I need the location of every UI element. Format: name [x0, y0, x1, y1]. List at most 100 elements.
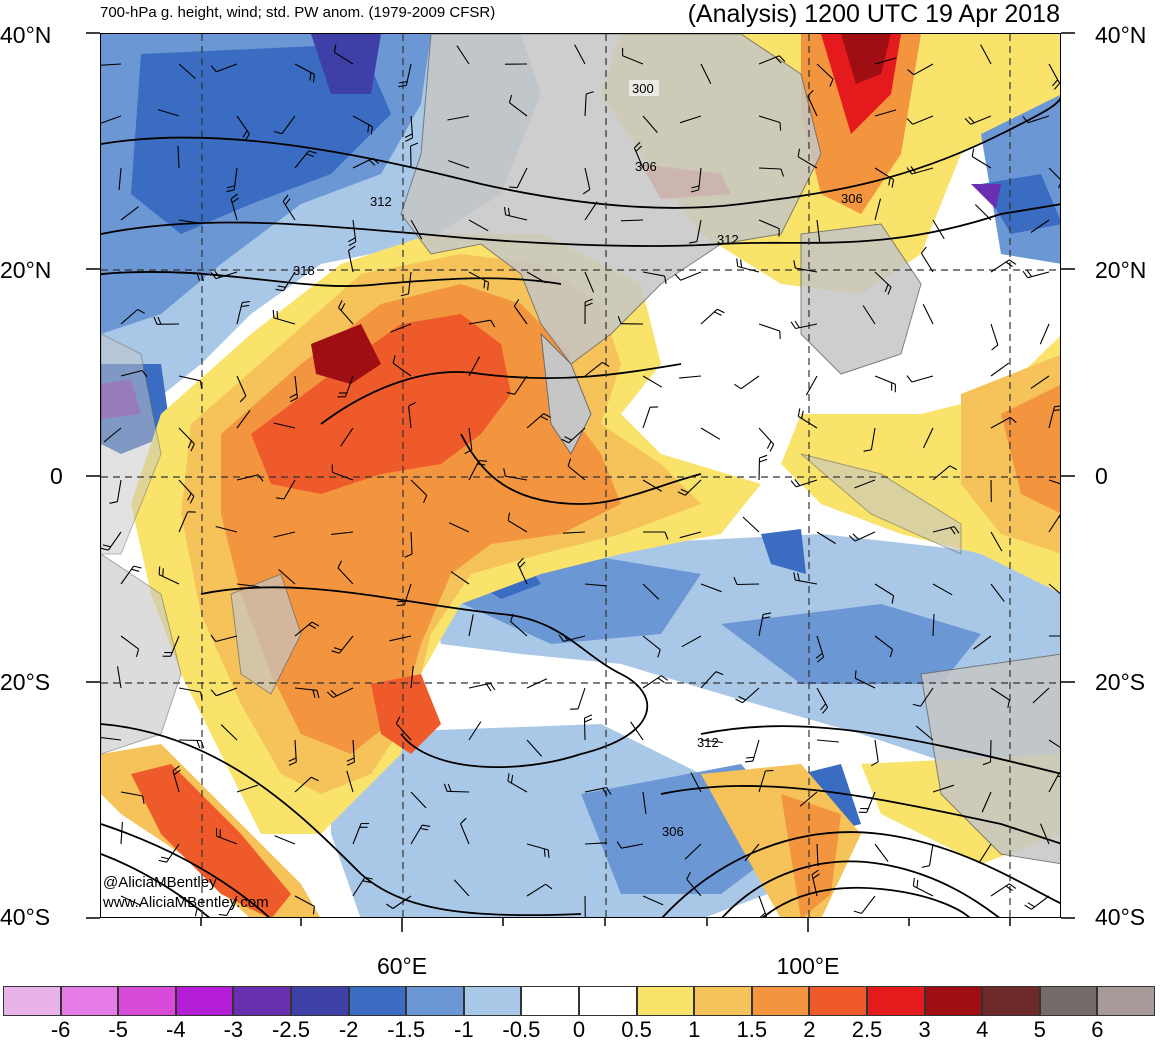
- wind-barb-feather: [736, 258, 739, 267]
- wind-barb: [120, 895, 142, 906]
- wind-barb-feather: [189, 495, 195, 504]
- wind-barb: [505, 475, 528, 481]
- wind-barb-feather: [1005, 261, 1013, 268]
- wind-barb: [700, 583, 722, 593]
- wind-barb-feather: [308, 150, 317, 154]
- wind-barb-feather: [422, 495, 428, 504]
- wind-barb: [236, 409, 251, 429]
- wind-barb-feather: [487, 282, 490, 291]
- wind-barb: [642, 271, 665, 277]
- wind-barb-feather: [740, 259, 743, 268]
- colorbar-box: [982, 986, 1040, 1016]
- wind-barb-feather: [889, 649, 894, 658]
- wind-barb-feather: [657, 649, 661, 658]
- wind-barb-feather: [1026, 269, 1033, 277]
- colorbar-box: [3, 986, 61, 1016]
- lon-label-60e: 60°E: [376, 953, 428, 979]
- wind-barb: [1039, 823, 1050, 845]
- colorbar-box: [348, 986, 407, 1016]
- colorbar-tick-label: 2: [803, 1017, 816, 1042]
- wind-barb: [990, 583, 1005, 602]
- wind-barb-feather: [503, 206, 507, 215]
- wind-barb: [758, 115, 781, 124]
- colorbar-box: [233, 986, 291, 1016]
- wind-barb-feather: [871, 761, 879, 767]
- wind-barb: [103, 427, 122, 443]
- wind-barb-feather: [797, 572, 800, 581]
- colorbar-box: [406, 986, 464, 1016]
- wind-barb-feather: [306, 153, 315, 158]
- wind-barb: [410, 479, 428, 496]
- wind-barb: [118, 167, 122, 190]
- wind-barb: [861, 895, 876, 914]
- wind-barb: [410, 219, 423, 240]
- wind-barb: [120, 309, 138, 325]
- wind-barb: [1048, 479, 1060, 485]
- wind-barb-feather: [405, 137, 413, 142]
- wind-barb-feather: [408, 401, 416, 407]
- wind-barb: [178, 219, 201, 224]
- wind-barb-feather: [688, 241, 698, 244]
- wind-barb: [700, 427, 721, 440]
- wind-barb-feather: [337, 560, 342, 569]
- wind-barb-feather: [490, 319, 496, 328]
- wind-barb: [340, 427, 354, 447]
- wind-barb-feather: [558, 634, 565, 642]
- colorbar-tick-label: -2.5: [272, 1017, 310, 1042]
- wind-barb-feather: [503, 468, 506, 477]
- wind-barb-feather: [686, 872, 691, 880]
- wind-barb-feather: [910, 166, 917, 174]
- wind-barb-feather: [173, 769, 181, 776]
- lat-label-40n-right: 40°N: [1095, 22, 1147, 48]
- wind-barb: [990, 362, 1010, 377]
- wind-barb: [874, 843, 889, 863]
- wind-barb: [389, 635, 412, 642]
- wind-barb: [273, 422, 296, 429]
- wind-barb-feather: [793, 260, 796, 269]
- wind-barb: [526, 271, 547, 284]
- wind-barb-feather: [312, 689, 316, 698]
- colorbar-tick-label: -1.5: [387, 1017, 426, 1042]
- wind-barb: [178, 511, 189, 533]
- wind-barb: [395, 723, 412, 741]
- wind-barb: [932, 583, 953, 596]
- wind-barb-feather: [717, 308, 725, 314]
- wind-barb: [1048, 167, 1060, 180]
- wind-barb: [347, 250, 354, 273]
- wind-barb-feather: [370, 126, 373, 135]
- wind-barb-feather: [852, 533, 859, 540]
- wind-barb-feather: [586, 91, 594, 95]
- wind-barb-feather: [392, 355, 396, 364]
- wind-barb: [274, 835, 296, 845]
- wind-barb-feather: [137, 309, 145, 314]
- wind-barb-feather: [982, 761, 991, 766]
- colorbar-box: [463, 986, 522, 1016]
- wind-barb-feather: [396, 604, 405, 607]
- wind-barb-feather: [348, 241, 357, 247]
- wind-barb: [990, 531, 1003, 552]
- wind-barb-feather: [309, 72, 312, 81]
- wind-barb: [1032, 687, 1050, 704]
- wind-barb: [584, 361, 603, 377]
- wind-barb-feather: [812, 873, 820, 879]
- wind-barb-feather: [584, 714, 593, 719]
- valid-time-title: (Analysis) 1200 UTC 19 Apr 2018: [687, 0, 1060, 28]
- wind-barb-feather: [486, 683, 492, 692]
- wind-barb-feather: [276, 497, 285, 500]
- wind-barb: [620, 219, 644, 222]
- wind-barb-feather: [200, 273, 205, 281]
- wind-barb: [390, 323, 412, 333]
- wind-barb: [407, 271, 412, 294]
- wind-barb: [874, 109, 897, 117]
- wind-barb: [116, 666, 122, 689]
- wind-barb-feather: [664, 275, 667, 285]
- wind-barb: [1030, 375, 1050, 389]
- wind-barb-feather: [964, 118, 971, 125]
- wind-barb-feather: [602, 788, 608, 796]
- wind-barb: [215, 525, 238, 533]
- wind-barb: [642, 407, 651, 429]
- wind-barb-feather: [801, 410, 804, 419]
- wind-barb-feather: [133, 565, 142, 569]
- wind-barb: [509, 102, 528, 117]
- wind-barb: [679, 115, 702, 124]
